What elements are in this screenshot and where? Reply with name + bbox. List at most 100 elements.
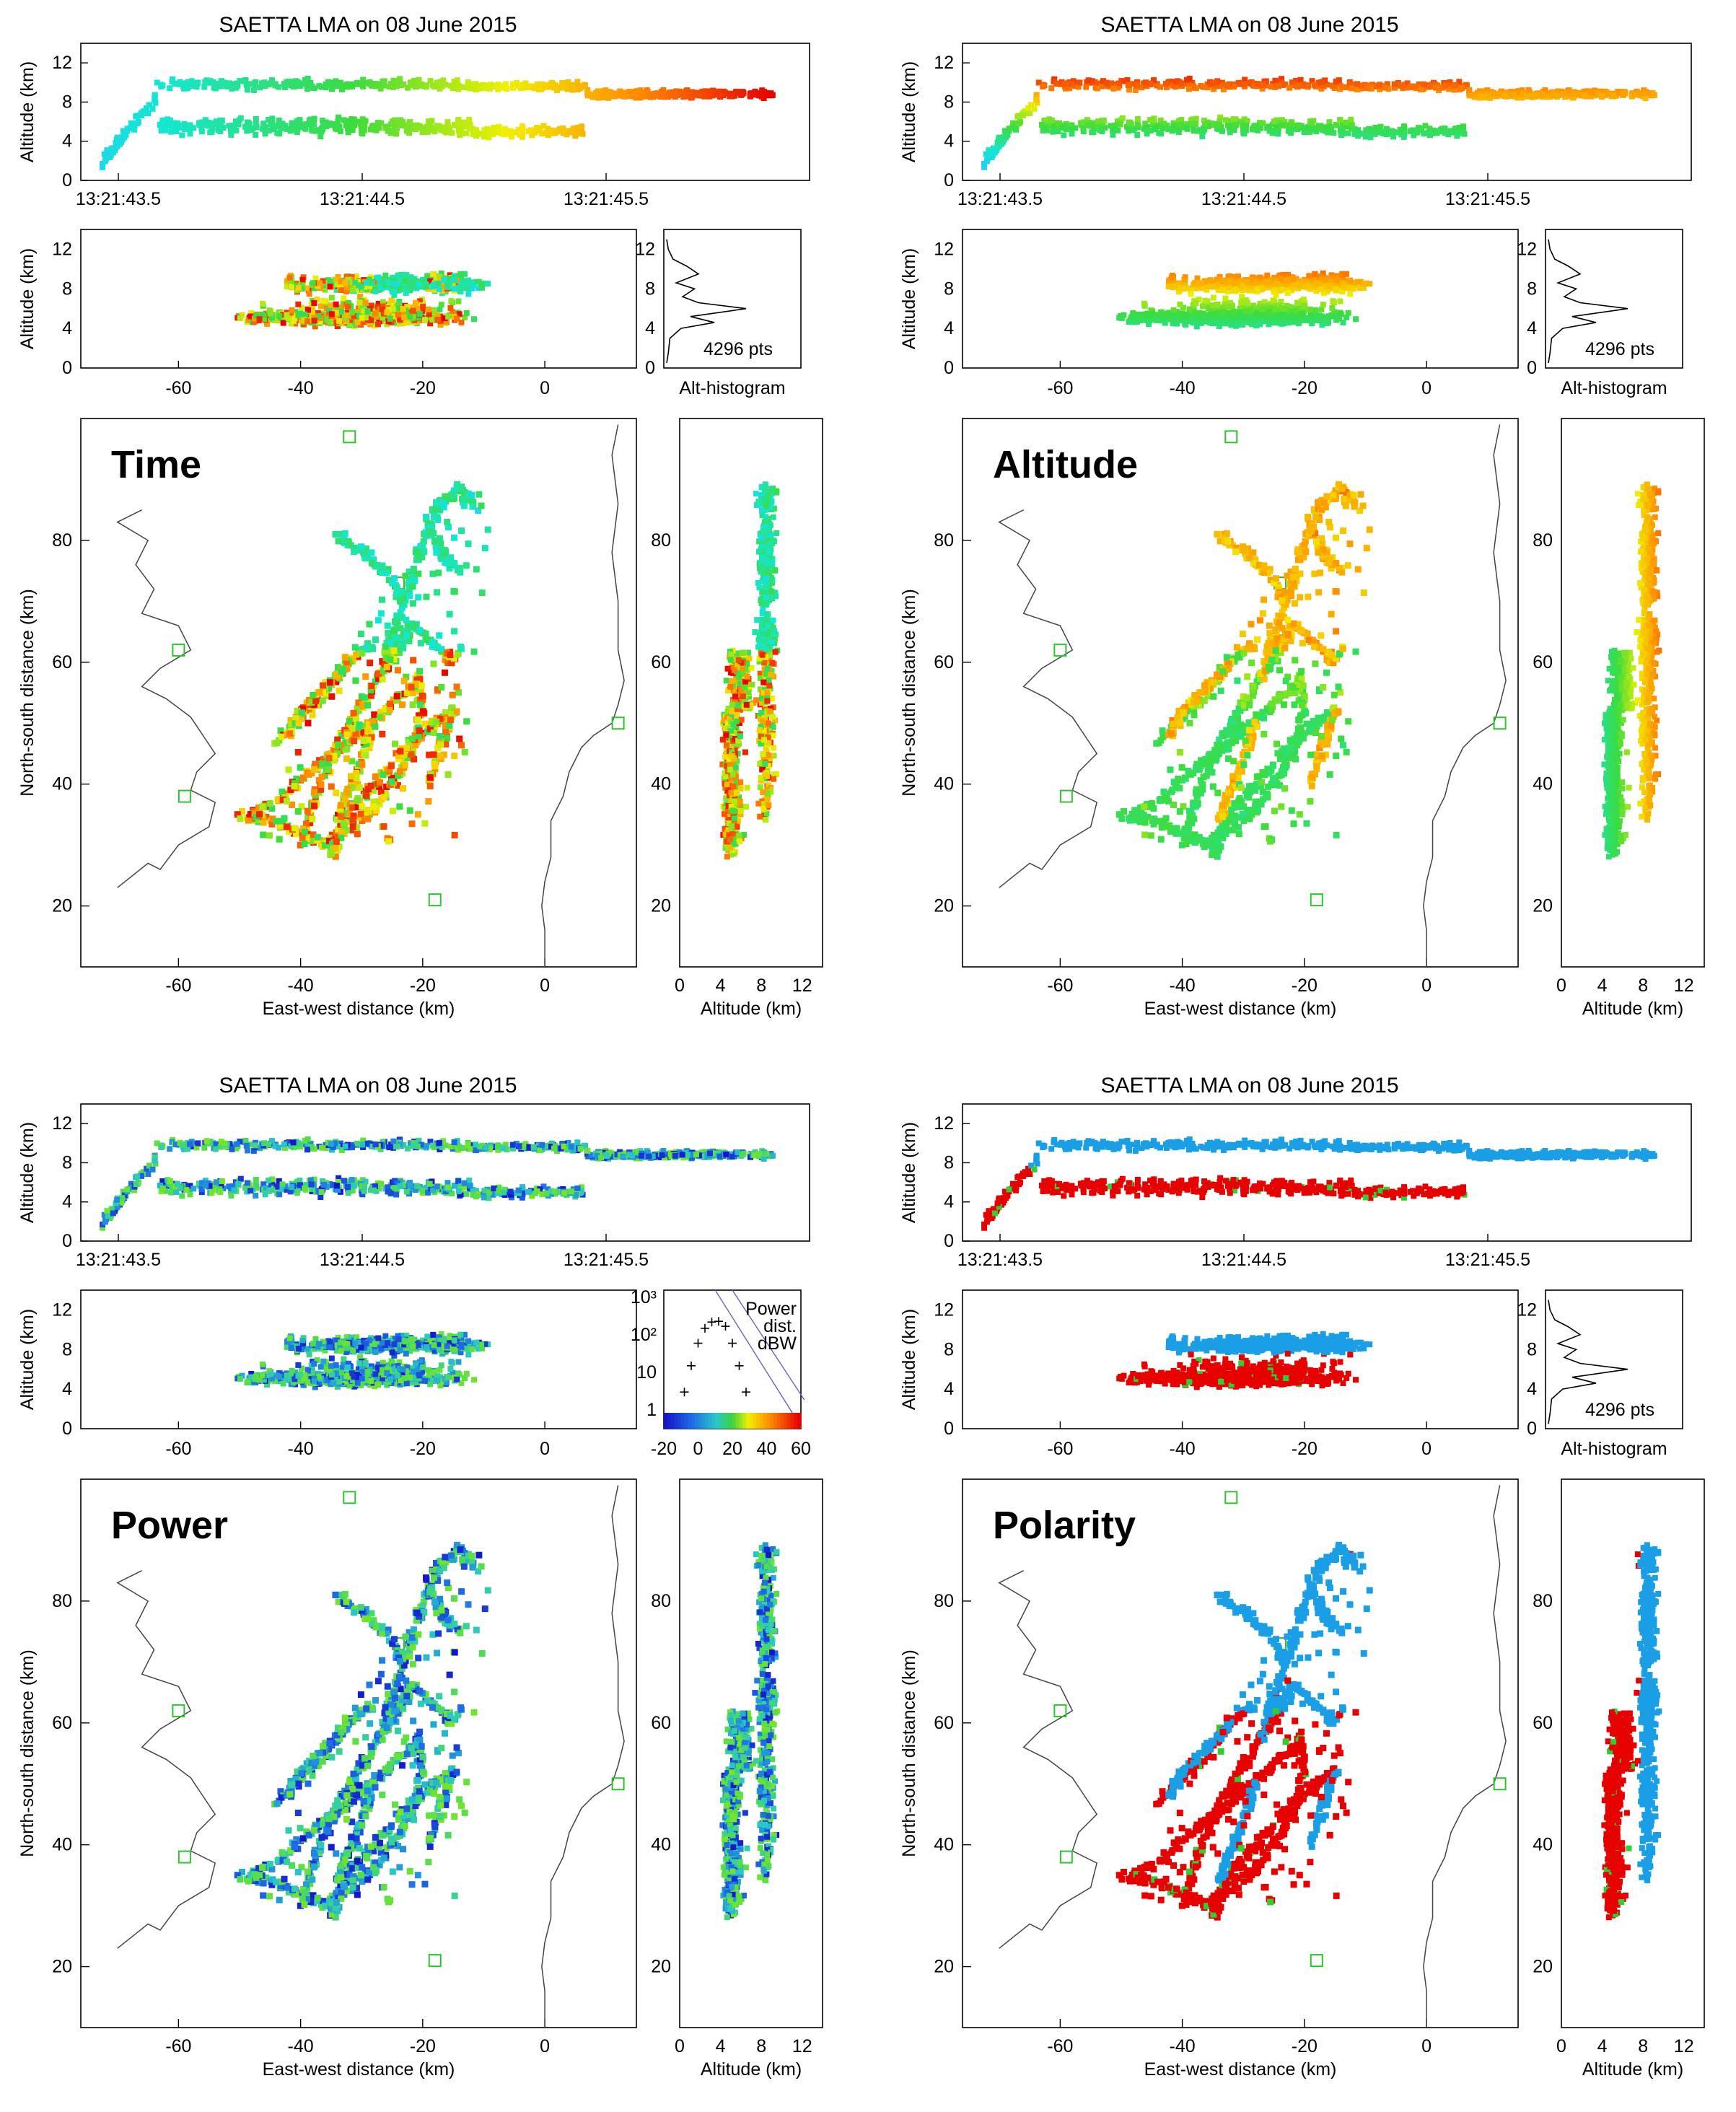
source-point bbox=[423, 283, 429, 289]
source-point bbox=[419, 693, 426, 700]
source-point bbox=[722, 825, 728, 832]
source-point bbox=[706, 89, 713, 96]
source-point bbox=[159, 118, 166, 124]
source-point bbox=[540, 123, 547, 129]
source-point bbox=[372, 799, 379, 806]
source-point bbox=[772, 649, 779, 655]
source-point bbox=[372, 636, 380, 644]
source-point bbox=[382, 706, 389, 713]
source-point bbox=[391, 575, 398, 582]
source-point bbox=[431, 513, 438, 520]
source-point bbox=[346, 299, 352, 306]
source-point bbox=[382, 272, 389, 279]
source-point bbox=[446, 610, 453, 618]
source-point bbox=[447, 705, 455, 712]
source-point bbox=[431, 763, 439, 770]
source-point bbox=[260, 121, 267, 127]
source-point bbox=[462, 314, 468, 320]
source-point bbox=[315, 312, 322, 319]
source-point bbox=[250, 87, 257, 93]
source-point bbox=[458, 274, 465, 281]
source-point bbox=[424, 123, 430, 130]
source-point bbox=[408, 684, 415, 691]
source-point bbox=[300, 81, 307, 87]
source-point bbox=[408, 750, 415, 758]
source-point bbox=[388, 286, 395, 292]
source-point bbox=[415, 712, 422, 719]
source-point bbox=[394, 119, 400, 126]
source-point bbox=[366, 621, 373, 628]
source-point bbox=[410, 282, 416, 289]
source-point bbox=[397, 317, 403, 323]
source-point bbox=[465, 291, 472, 297]
source-point bbox=[353, 651, 360, 658]
source-point bbox=[416, 701, 424, 709]
source-point bbox=[359, 315, 365, 321]
y-tick-label: 8 bbox=[645, 279, 655, 299]
source-point bbox=[729, 709, 735, 715]
source-point bbox=[461, 748, 468, 755]
source-point bbox=[351, 122, 357, 128]
source-point bbox=[342, 739, 349, 746]
source-point bbox=[416, 667, 424, 675]
source-point bbox=[403, 745, 411, 752]
source-point bbox=[226, 123, 232, 129]
y-tick-label: 4 bbox=[62, 318, 72, 338]
source-point bbox=[425, 128, 431, 135]
source-point bbox=[323, 84, 329, 91]
source-point bbox=[412, 681, 419, 688]
source-point bbox=[438, 270, 444, 276]
source-point bbox=[382, 654, 390, 662]
source-point bbox=[310, 280, 316, 286]
source-point bbox=[101, 151, 108, 157]
source-point bbox=[429, 82, 436, 88]
source-point bbox=[244, 128, 250, 134]
x-tick-label: 4 bbox=[716, 976, 726, 996]
source-point bbox=[457, 289, 464, 295]
source-point bbox=[317, 786, 325, 793]
source-point bbox=[220, 125, 227, 131]
source-point bbox=[421, 317, 428, 323]
source-point bbox=[416, 675, 424, 683]
source-point bbox=[758, 709, 765, 716]
source-point bbox=[762, 556, 768, 563]
source-point bbox=[445, 313, 452, 320]
y-tick-label: 40 bbox=[52, 774, 72, 794]
source-point bbox=[377, 85, 384, 92]
source-point bbox=[328, 294, 335, 301]
source-point bbox=[478, 281, 485, 287]
source-point bbox=[396, 768, 403, 775]
source-point bbox=[338, 668, 345, 675]
source-point bbox=[473, 127, 480, 133]
source-point bbox=[437, 540, 444, 547]
source-point bbox=[276, 84, 282, 90]
source-point bbox=[287, 786, 294, 794]
source-point bbox=[379, 315, 385, 321]
source-point bbox=[398, 701, 405, 709]
source-point bbox=[614, 91, 621, 97]
source-point bbox=[355, 699, 362, 706]
source-point bbox=[491, 124, 497, 131]
source-point bbox=[760, 679, 767, 685]
source-point bbox=[307, 116, 314, 123]
source-point bbox=[362, 299, 369, 306]
source-point bbox=[457, 742, 465, 749]
source-point bbox=[431, 281, 437, 288]
source-point bbox=[401, 761, 408, 768]
source-point bbox=[229, 85, 235, 92]
source-point bbox=[354, 79, 360, 86]
source-point bbox=[276, 117, 282, 123]
source-point bbox=[298, 709, 305, 717]
source-point bbox=[481, 127, 488, 133]
source-point bbox=[693, 91, 699, 97]
source-point bbox=[415, 685, 422, 693]
source-point bbox=[716, 92, 723, 99]
source-point bbox=[427, 525, 434, 532]
source-point bbox=[420, 538, 427, 545]
source-point bbox=[330, 121, 336, 127]
source-point bbox=[152, 100, 159, 106]
source-point bbox=[320, 755, 328, 763]
source-point bbox=[348, 758, 356, 765]
source-point bbox=[395, 613, 403, 621]
source-point bbox=[451, 560, 458, 567]
